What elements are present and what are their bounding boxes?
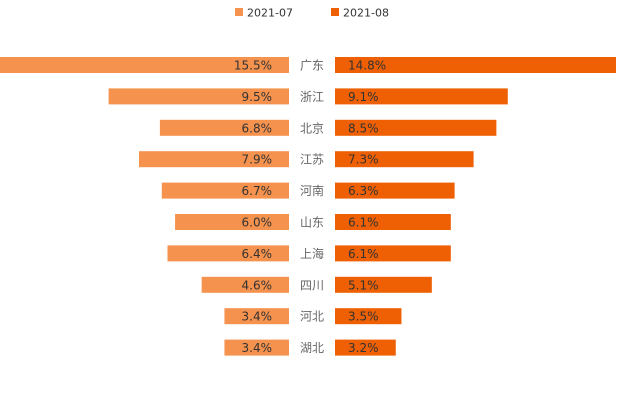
legend-swatch-2021-08[interactable] [331, 8, 339, 16]
bar-2021-07-四川[interactable] [201, 276, 289, 293]
value-label-2021-07-山东: 6.0% [242, 216, 273, 230]
value-label-2021-07-湖北: 3.4% [242, 341, 273, 355]
value-label-2021-07-广东: 15.5% [234, 59, 272, 73]
legend-label-2021-07[interactable]: 2021-07 [247, 7, 293, 20]
value-label-2021-08-河南: 6.3% [348, 184, 379, 198]
bar-2021-08-河北[interactable] [335, 308, 402, 325]
value-label-2021-07-河南: 6.7% [242, 184, 273, 198]
bar-2021-07-湖北[interactable] [224, 339, 289, 356]
category-label-河北: 河北 [300, 310, 324, 324]
category-label-江苏: 江苏 [300, 153, 324, 167]
bar-2021-07-河南[interactable] [161, 182, 289, 199]
value-label-2021-07-北京: 6.8% [242, 121, 273, 135]
bar-2021-07-河北[interactable] [224, 308, 289, 325]
bar-2021-07-北京[interactable] [159, 119, 289, 136]
value-label-2021-08-广东: 14.8% [348, 59, 386, 73]
bar-2021-08-河南[interactable] [335, 182, 455, 199]
bar-2021-07-浙江[interactable] [108, 88, 289, 105]
bar-2021-08-浙江[interactable] [335, 88, 508, 105]
value-labels: 15.5% 14.8% 9.5% 9.1% 6.8% 8.5% 7.9% 7.3% 6.7% 6.… [234, 59, 386, 356]
chart-legend: 2021-07 2021-08 [235, 7, 389, 20]
category-label-山东: 山东 [300, 216, 324, 230]
legend-swatch-2021-07[interactable] [235, 8, 243, 16]
bar-2021-07-广东[interactable] [0, 57, 289, 73]
value-label-2021-08-山东: 6.1% [348, 216, 379, 230]
value-label-2021-07-浙江: 9.5% [242, 90, 273, 104]
category-label-广东: 广东 [300, 59, 324, 73]
category-label-上海: 上海 [300, 246, 324, 261]
value-label-2021-08-湖北: 3.2% [348, 341, 379, 355]
value-label-2021-08-河北: 3.5% [348, 310, 379, 324]
bar-2021-07-江苏[interactable] [139, 151, 289, 168]
value-label-2021-07-河北: 3.4% [242, 310, 273, 324]
bar-2021-07-山东[interactable] [175, 214, 289, 230]
value-label-2021-08-北京: 8.5% [348, 121, 379, 135]
legend-label-2021-08[interactable]: 2021-08 [343, 7, 389, 20]
bar-2021-08-湖北[interactable] [335, 339, 396, 356]
bar-2021-08-北京[interactable] [335, 119, 497, 136]
value-label-2021-08-上海: 6.1% [348, 247, 379, 261]
bar-2021-07-上海[interactable] [167, 245, 289, 262]
category-label-四川: 四川 [300, 278, 324, 292]
value-label-2021-07-上海: 6.4% [242, 247, 273, 261]
category-label-北京: 北京 [300, 121, 324, 135]
bar-2021-08-江苏[interactable] [335, 151, 474, 168]
series-2021-07 [0, 57, 289, 356]
bar-2021-08-广东[interactable] [335, 57, 616, 73]
bar-2021-08-四川[interactable] [335, 276, 432, 293]
category-label-河南: 河南 [300, 183, 324, 198]
value-label-2021-07-四川: 4.6% [242, 278, 273, 292]
value-label-2021-08-四川: 5.1% [348, 278, 379, 292]
category-label-湖北: 湖北 [300, 340, 324, 355]
bar-2021-08-上海[interactable] [335, 245, 451, 262]
value-label-2021-08-浙江: 9.1% [348, 90, 379, 104]
value-label-2021-08-江苏: 7.3% [348, 153, 379, 167]
series-2021-08 [335, 57, 616, 356]
value-label-2021-07-江苏: 7.9% [242, 153, 273, 167]
bar-2021-08-山东[interactable] [335, 214, 451, 230]
category-label-浙江: 浙江 [300, 90, 324, 104]
